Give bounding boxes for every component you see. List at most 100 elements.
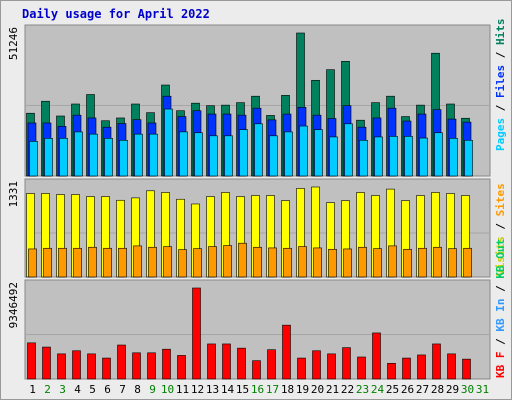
x-tick-label: 11 [176,383,189,396]
x-tick-label: 19 [296,383,309,396]
bar-kb-f [267,349,276,380]
x-tick-label: 21 [326,383,339,396]
x-tick-label: 27 [416,383,429,396]
bar-sites [88,246,97,278]
bar-sites [298,246,307,278]
bar-kb-f [297,357,306,380]
y-max-label: 9346492 [7,282,20,328]
legend-entry: / [494,98,507,118]
bar-pages [269,135,278,177]
bar-sites [148,246,157,278]
bar-sites [163,246,172,278]
x-tick-label: 8 [134,383,141,396]
bar-sites [433,246,442,278]
bar-pages [344,123,353,177]
x-tick-label: 5 [89,383,96,396]
bar-kb-f [327,353,336,380]
bar-kb-f [162,348,171,380]
bar-pages [419,137,428,177]
bar-sites [238,242,247,278]
x-tick-label: 16 [251,383,264,396]
legend-pages-files-hits: Pages / Files / Hits [494,19,507,152]
bar-kb-f [87,353,96,380]
legend-entry: Visits [494,236,507,276]
bar-kb-f [207,343,216,380]
bar-sites [328,248,337,278]
bar-sites [448,248,457,278]
x-tick-label: 30 [461,383,474,396]
bar-kb-f [177,355,186,380]
x-tick-label: 20 [311,383,324,396]
bar-sites [73,247,82,278]
bar-kb-f [192,287,201,380]
bar-pages [59,138,68,177]
chart-title: Daily usage for April 2022 [22,7,210,21]
x-tick-label: 29 [446,383,459,396]
bar-sites [28,248,37,278]
legend-entry: / [494,45,507,65]
bar-sites [103,247,112,278]
legend-kb: KB F / KB In / KB Out [494,239,507,378]
bar-kb-f [237,347,246,380]
legend-entry: / [494,216,507,236]
bar-sites [193,248,202,278]
x-tick-label: 10 [161,383,174,396]
x-tick-label: 24 [371,383,385,396]
bar-sites [388,245,397,278]
bar-kb-f [102,357,111,380]
bar-pages [434,132,443,177]
bar-kb-f [402,357,411,380]
bar-pages [134,133,143,177]
legend-entry: KB F [494,352,507,379]
x-tick-label: 17 [266,383,279,396]
bar-kb-f [282,324,291,380]
bar-pages [464,139,473,177]
bar-sites [403,248,412,278]
legend-entry: Pages [494,118,507,151]
bar-pages [359,139,368,177]
x-tick-label: 31 [476,383,489,396]
bar-sites [43,247,52,278]
bar-pages [89,133,98,177]
bar-kb-f [417,354,426,380]
bar-kb-f [57,353,66,380]
bar-sites [178,249,187,278]
x-tick-label: 3 [59,383,66,396]
bar-pages [29,141,38,177]
bar-sites [343,248,352,278]
bar-pages [239,129,248,177]
bar-pages [164,108,173,177]
bar-pages [314,129,323,177]
bar-kb-f [462,358,471,380]
bar-kb-f [372,332,381,380]
bar-sites [58,247,67,278]
legend-entry: / [494,279,507,299]
x-tick-label: 12 [191,383,204,396]
bar-kb-f [72,350,81,380]
bar-pages [149,133,158,177]
bar-pages [284,131,293,177]
bar-pages [209,135,218,177]
y-max-label: 51246 [7,27,20,60]
bar-pages [194,132,203,177]
bar-kb-f [27,342,36,380]
bar-kb-f [147,352,156,380]
bar-kb-f [312,350,321,380]
legend-entry: KB In [494,299,507,332]
bar-pages [389,136,398,177]
bar-pages [119,139,128,177]
x-tick-label: 23 [356,383,369,396]
bar-sites [283,247,292,278]
legend-entry: Files [494,65,507,98]
bar-sites [208,246,217,278]
x-tick-label: 18 [281,383,294,396]
bar-pages [374,136,383,177]
bar-kb-f [132,352,141,380]
bar-pages [74,131,83,177]
bar-sites [118,247,127,278]
x-tick-label: 25 [386,383,399,396]
x-tick-label: 9 [149,383,156,396]
x-tick-label: 1 [29,383,36,396]
legend-entry: / [494,332,507,352]
